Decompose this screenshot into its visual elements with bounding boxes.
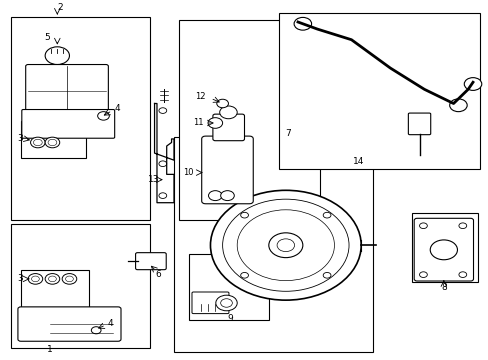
Circle shape	[45, 137, 60, 148]
Circle shape	[91, 327, 101, 334]
Bar	[11, 17, 149, 220]
Circle shape	[208, 191, 222, 201]
Circle shape	[45, 47, 69, 64]
Circle shape	[65, 276, 73, 282]
Text: 14: 14	[352, 157, 364, 166]
Bar	[11, 224, 149, 348]
Text: 5: 5	[44, 33, 50, 42]
Circle shape	[463, 78, 481, 90]
Text: 12: 12	[195, 92, 205, 101]
Bar	[21, 270, 89, 307]
Circle shape	[222, 199, 348, 291]
Circle shape	[98, 112, 109, 120]
Circle shape	[458, 223, 466, 229]
Text: 9: 9	[226, 314, 232, 323]
FancyBboxPatch shape	[135, 253, 166, 270]
Circle shape	[458, 272, 466, 278]
Circle shape	[293, 17, 311, 30]
Text: 3: 3	[17, 274, 23, 283]
Circle shape	[62, 274, 77, 284]
Circle shape	[159, 108, 166, 113]
Circle shape	[268, 233, 302, 258]
Circle shape	[220, 191, 234, 201]
Bar	[174, 137, 372, 351]
Text: 13: 13	[147, 175, 159, 184]
FancyBboxPatch shape	[212, 114, 244, 141]
Circle shape	[419, 223, 427, 229]
Circle shape	[45, 274, 60, 284]
Text: 6: 6	[155, 270, 161, 279]
Circle shape	[323, 273, 330, 278]
Text: 8: 8	[440, 283, 446, 292]
Bar	[188, 254, 268, 320]
Circle shape	[277, 239, 294, 252]
FancyBboxPatch shape	[18, 307, 121, 341]
Circle shape	[48, 276, 56, 282]
Text: 11: 11	[192, 118, 203, 127]
FancyBboxPatch shape	[192, 292, 228, 314]
Text: 10: 10	[183, 168, 194, 177]
FancyBboxPatch shape	[22, 109, 115, 138]
Circle shape	[210, 190, 361, 300]
Text: 4: 4	[108, 319, 113, 328]
Bar	[411, 213, 477, 283]
Bar	[179, 20, 319, 220]
Bar	[278, 13, 479, 169]
Text: 4: 4	[114, 104, 120, 113]
FancyBboxPatch shape	[413, 218, 472, 281]
Circle shape	[240, 212, 248, 218]
Circle shape	[33, 139, 42, 146]
FancyBboxPatch shape	[26, 64, 108, 111]
Circle shape	[449, 99, 466, 112]
Text: 2: 2	[57, 3, 62, 12]
Circle shape	[207, 118, 222, 128]
Text: 7: 7	[285, 129, 290, 138]
Circle shape	[237, 210, 334, 281]
Circle shape	[216, 99, 228, 108]
Circle shape	[323, 212, 330, 218]
Circle shape	[419, 272, 427, 278]
Circle shape	[48, 139, 57, 146]
Circle shape	[220, 299, 232, 307]
Circle shape	[159, 193, 166, 198]
Circle shape	[31, 276, 39, 282]
Circle shape	[219, 106, 237, 119]
Circle shape	[215, 295, 237, 311]
Circle shape	[240, 273, 248, 278]
FancyBboxPatch shape	[407, 113, 430, 135]
Bar	[21, 121, 86, 158]
Text: 3: 3	[17, 134, 23, 143]
Circle shape	[159, 161, 166, 167]
Circle shape	[28, 274, 42, 284]
Circle shape	[30, 137, 45, 148]
Text: 1: 1	[47, 345, 53, 354]
Circle shape	[429, 240, 457, 260]
FancyBboxPatch shape	[201, 136, 253, 204]
